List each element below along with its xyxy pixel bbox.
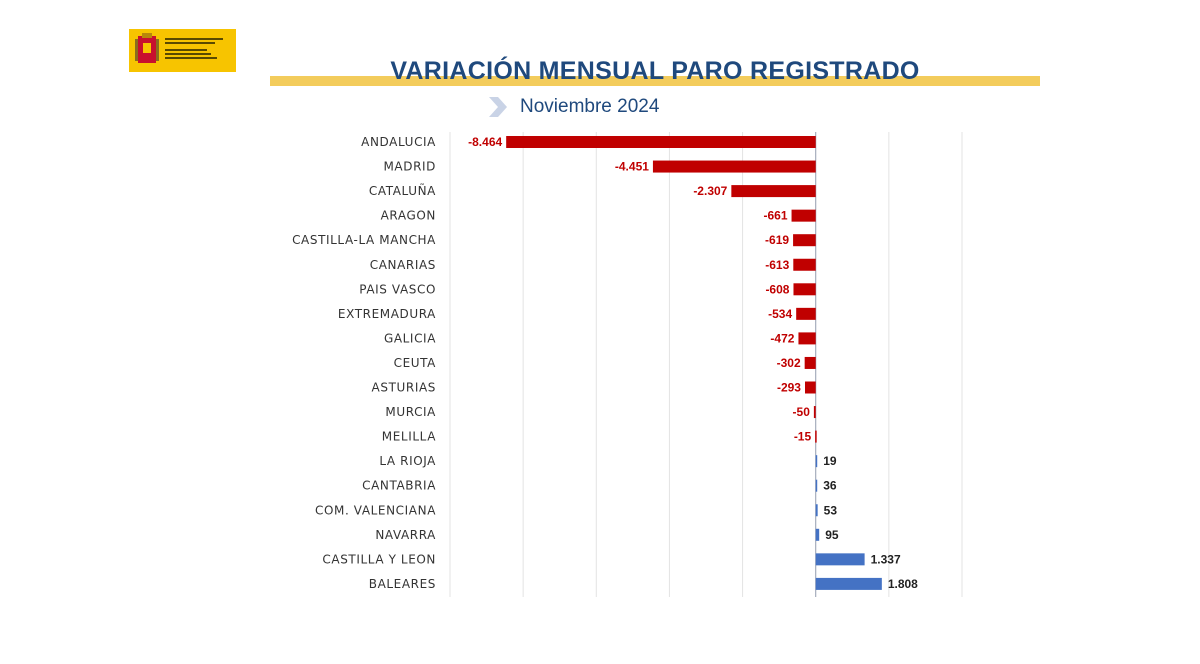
- bar: [815, 430, 817, 443]
- category-label: CANARIAS: [370, 258, 436, 272]
- bar: [652, 160, 816, 173]
- value-label: 53: [824, 503, 838, 517]
- value-label: -302: [777, 356, 801, 370]
- bar: [731, 185, 816, 198]
- bar: [815, 528, 820, 541]
- category-label: BALEARES: [369, 577, 436, 591]
- bar: [798, 332, 816, 345]
- grid-lines: [449, 132, 963, 597]
- bar: [815, 479, 818, 492]
- chevron-right-icon: [489, 97, 507, 117]
- ministerio-logo: [129, 29, 236, 72]
- value-label: -293: [777, 381, 801, 395]
- title-underline-band: [270, 76, 1040, 86]
- bar: [813, 406, 816, 419]
- category-label: EXTREMADURA: [338, 307, 436, 321]
- category-label: CEUTA: [394, 356, 437, 370]
- value-label: -608: [765, 282, 789, 296]
- category-label: PAIS VASCO: [359, 282, 436, 296]
- category-label: LA RIOJA: [379, 454, 436, 468]
- coat-of-arms-icon: [135, 33, 223, 63]
- bar: [815, 504, 818, 517]
- category-label: CASTILLA Y LEON: [322, 552, 436, 566]
- value-label: 1.808: [888, 577, 918, 591]
- category-label: MADRID: [383, 160, 436, 174]
- value-label: -534: [768, 307, 792, 321]
- value-label: 19: [823, 454, 837, 468]
- value-label: -50: [793, 405, 811, 419]
- bar: [793, 283, 816, 296]
- bar: [804, 356, 816, 369]
- value-label: -661: [764, 209, 788, 223]
- chart-subtitle: Noviembre 2024: [520, 96, 660, 117]
- chart-title: VARIACIÓN MENSUAL PARO REGISTRADO: [390, 57, 920, 85]
- value-label: 1.337: [871, 552, 901, 566]
- category-label: MELILLA: [382, 430, 436, 444]
- labels: ANDALUCIA -8.464 MADRID -4.451 CATALUÑA -2.30…: [292, 135, 918, 591]
- bar: [804, 381, 816, 394]
- category-label: CATALUÑA: [369, 183, 436, 198]
- bar: [796, 307, 816, 320]
- value-label: -472: [770, 331, 794, 345]
- bar: [506, 136, 816, 148]
- category-label: ARAGON: [381, 209, 436, 223]
- bars: [506, 136, 882, 590]
- bar: [793, 234, 816, 247]
- category-label: GALICIA: [384, 331, 436, 345]
- category-label: NAVARRA: [375, 528, 436, 542]
- category-label: COM. VALENCIANA: [315, 503, 436, 517]
- bar: [815, 577, 882, 590]
- value-label: -4.451: [615, 160, 649, 174]
- bar: [793, 258, 816, 271]
- category-label: ANDALUCIA: [361, 135, 436, 149]
- value-label: 95: [825, 528, 839, 542]
- value-label: -8.464: [468, 135, 502, 149]
- category-label: CASTILLA-LA MANCHA: [292, 233, 436, 247]
- value-label: -2.307: [693, 184, 727, 198]
- value-label: -613: [765, 258, 789, 272]
- category-label: CANTABRIA: [362, 479, 436, 493]
- value-label: 36: [823, 479, 837, 493]
- category-label: ASTURIAS: [372, 381, 436, 395]
- category-label: MURCIA: [385, 405, 436, 419]
- bar: [815, 455, 818, 468]
- bar: [791, 209, 816, 222]
- value-label: -619: [765, 233, 789, 247]
- value-label: -15: [794, 430, 812, 444]
- bar: [815, 553, 865, 566]
